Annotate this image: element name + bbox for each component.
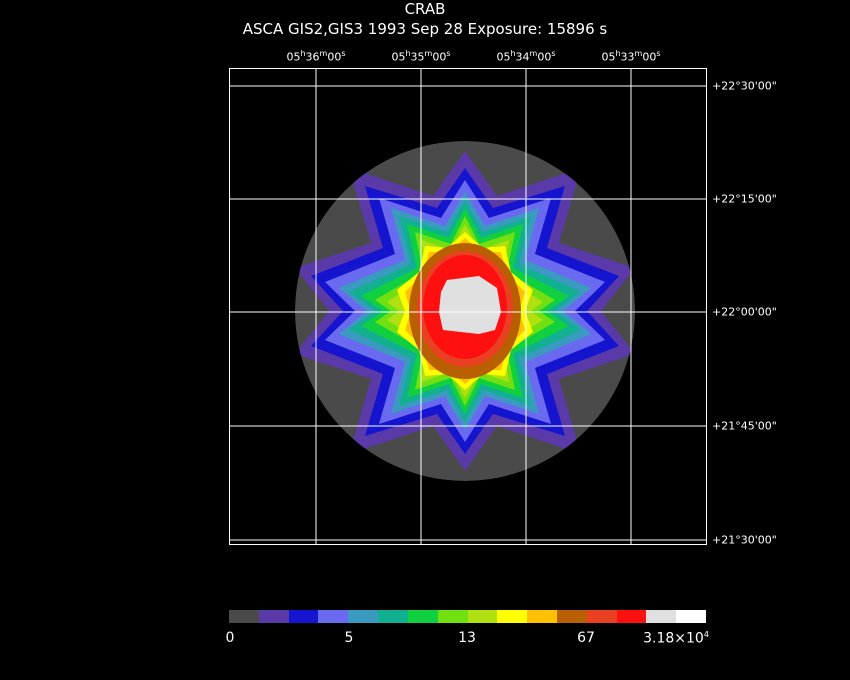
- colorbar-label-3: 67: [577, 630, 595, 646]
- colorbar-swatch-2: [288, 610, 319, 623]
- colorbar-swatch-8: [467, 610, 498, 623]
- colorbar-label-2: 13: [458, 630, 476, 646]
- colorbar-swatch-3: [318, 610, 349, 623]
- colorbar-swatch-5: [378, 610, 408, 623]
- coordinate-grid: [229, 68, 707, 545]
- ra-label-4: 05h33m00s: [601, 49, 661, 64]
- dec-label-2: +22°15'00": [712, 192, 777, 206]
- xray-image: [229, 68, 707, 545]
- image-subtitle: ASCA GIS2,GIS3 1993 Sep 28 Exposure: 158…: [242, 20, 608, 38]
- colorbar-label-1: 5: [344, 630, 354, 646]
- colorbar-swatch-9: [497, 610, 528, 623]
- intensity-level-14: [439, 276, 501, 334]
- dec-label-3: +22°00'00": [712, 305, 777, 319]
- colorbar-swatch-11: [556, 610, 587, 623]
- dec-label-1: +22°30'00": [712, 79, 777, 93]
- colorbar-swatch-7: [437, 610, 468, 623]
- colorbar-label-0: 0: [225, 630, 235, 646]
- colorbar-swatch-15: [676, 610, 706, 623]
- colorbar-swatch-14: [646, 610, 677, 623]
- colorbar-label-max: 3.18×104: [643, 630, 709, 647]
- image-title: CRAB: [404, 0, 446, 18]
- ra-label-3: 05h34m00s: [496, 49, 556, 64]
- ra-label-2: 05h35m00s: [391, 49, 451, 64]
- colorbar: [229, 610, 706, 623]
- dec-label-4: +21°45'00": [712, 419, 777, 433]
- colorbar-swatch-4: [348, 610, 379, 623]
- dec-label-5: +21°30'00": [712, 533, 777, 547]
- colorbar-swatch-1: [258, 610, 289, 623]
- colorbar-swatch-10: [527, 610, 557, 623]
- ra-label-1: 05h36m00s: [286, 49, 346, 64]
- colorbar-swatch-6: [407, 610, 438, 623]
- colorbar-swatch-0: [229, 610, 259, 623]
- colorbar-swatch-13: [616, 610, 647, 623]
- colorbar-swatch-12: [586, 610, 617, 623]
